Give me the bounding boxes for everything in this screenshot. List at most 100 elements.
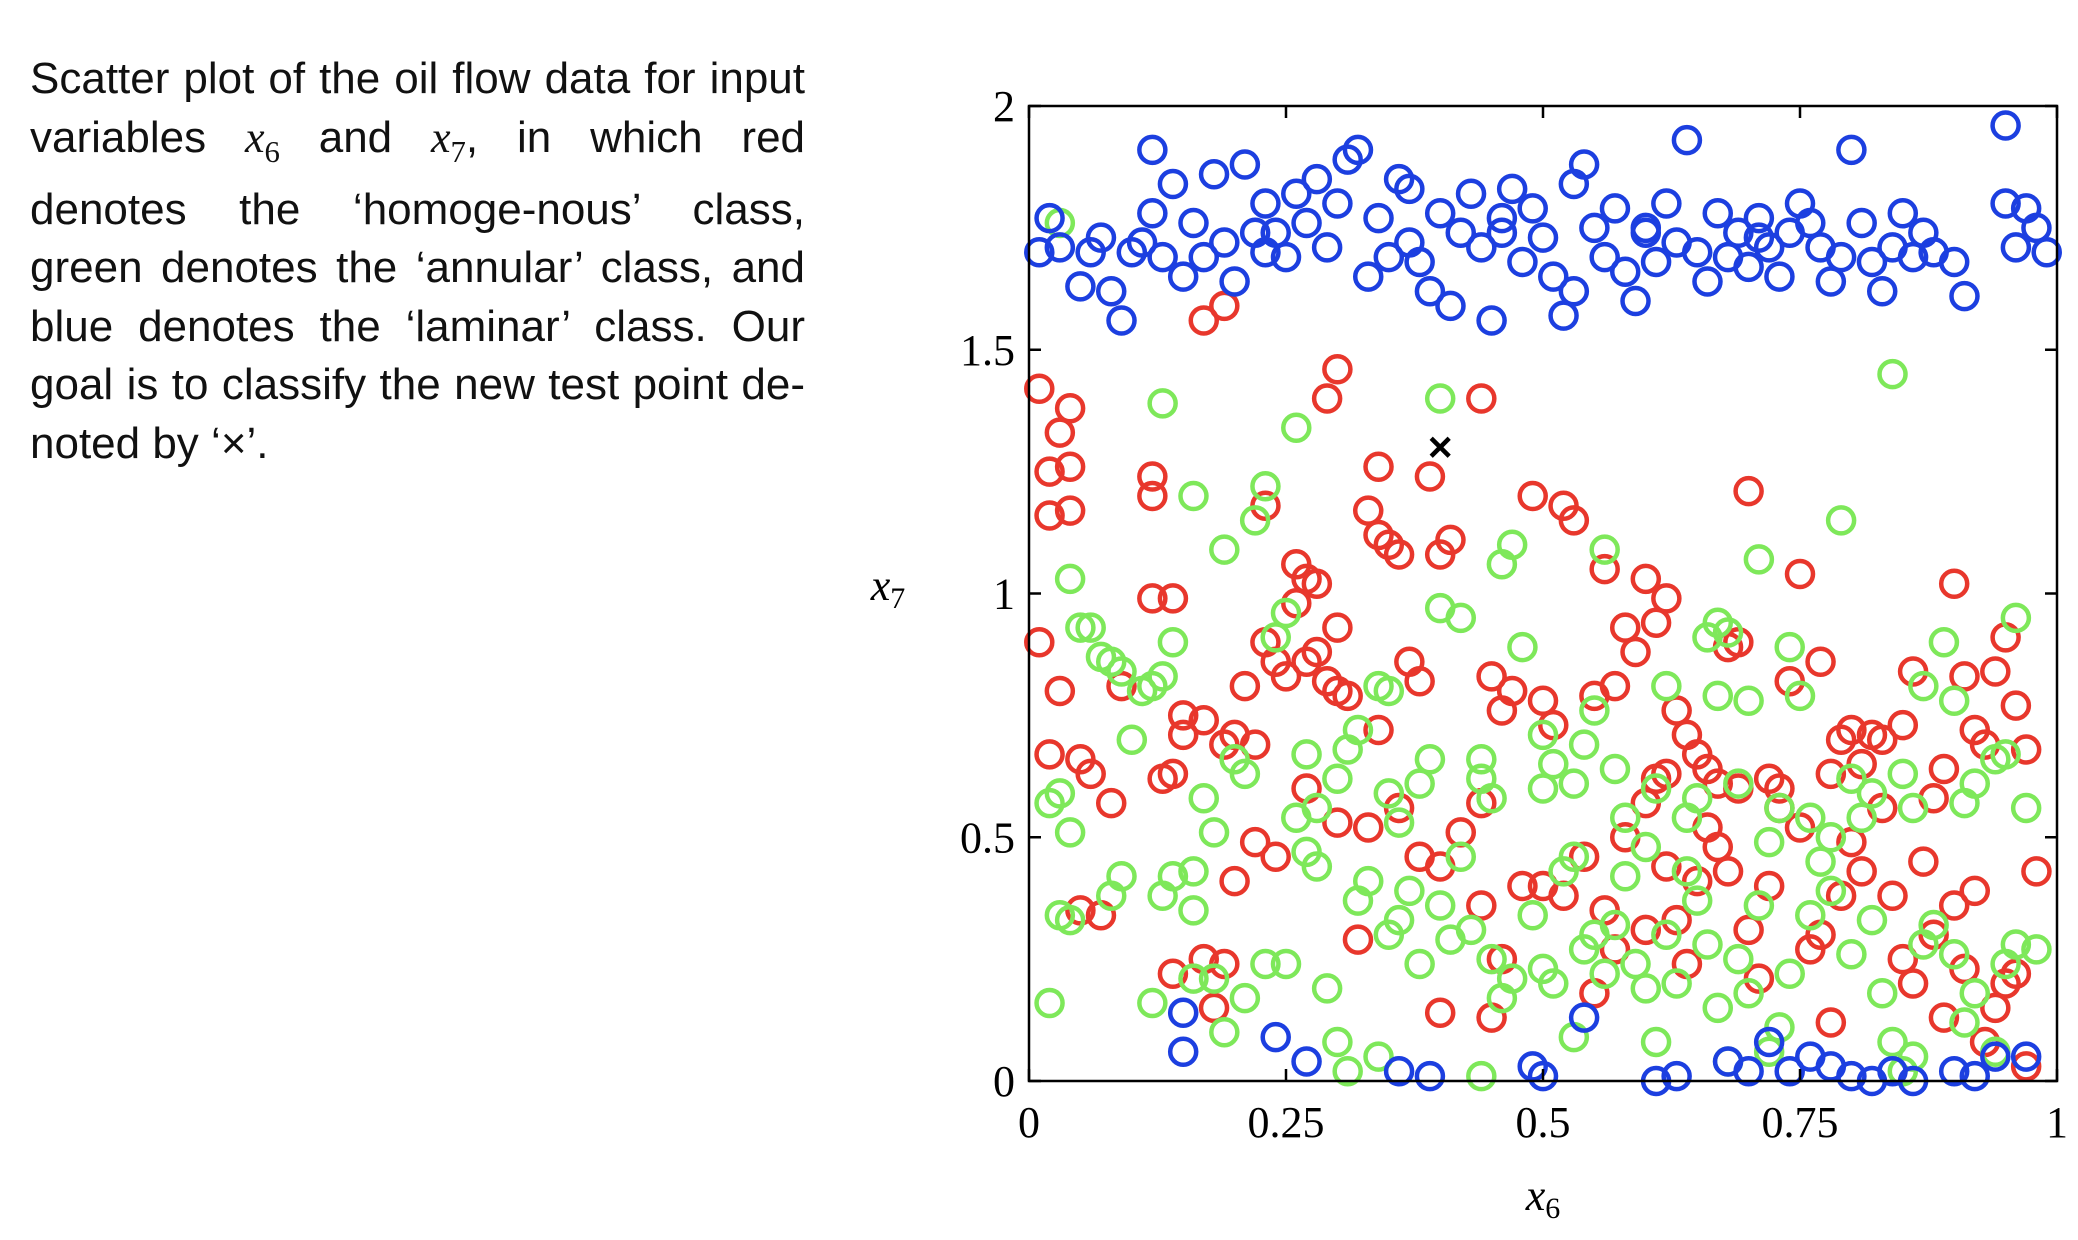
data-point [1445,817,1477,848]
data-point [1743,544,1775,575]
data-point [1723,768,1754,799]
data-point [1836,134,1867,166]
caption-math-x7: x7 [430,112,466,169]
data-point [1651,919,1682,950]
data-point [1764,773,1795,804]
data-point [1414,461,1446,492]
data-point [1753,1026,1785,1058]
data-point [1239,505,1271,536]
data-point [1836,714,1867,746]
data-point [2021,212,2052,244]
data-point [1568,1002,1600,1033]
data-point [1250,471,1281,502]
data-point [1157,861,1189,892]
data-point [1106,305,1137,336]
data-point [1260,622,1291,653]
data-point [1815,875,1847,907]
data-point [1661,695,1692,726]
data-point [1959,1060,1991,1092]
data-point [1219,266,1250,297]
data-point [1394,173,1425,205]
data-point [1065,612,1096,643]
data-point [1507,631,1538,663]
data-point [1239,826,1271,858]
data-point [1558,505,1590,536]
data-point [1383,904,1415,936]
data-point [1496,173,1528,205]
data-point [1980,656,2011,687]
data-point [1836,826,1867,858]
data-point [1322,188,1353,219]
data-point [1024,627,1055,658]
data-point [1106,656,1137,687]
data-point [1599,909,1631,941]
data-point [1671,856,1703,887]
data-point [1404,948,1435,980]
data-point [1291,739,1322,770]
data-point [1311,973,1343,1004]
data-point [1681,885,1713,916]
data-point [1723,217,1754,248]
data-point [1363,202,1394,234]
data-point [1897,241,1929,273]
data-point [1209,290,1240,322]
caption-symbol: × [220,418,247,468]
data-point [1496,675,1528,707]
data-point [1938,246,1970,278]
data-point [1753,1036,1785,1067]
data-point [1661,968,1692,999]
data-point [1517,193,1548,224]
data-point [1579,695,1610,726]
data-point [1167,719,1199,751]
data-point [1188,305,1220,336]
data-point [1394,875,1425,907]
data-point [1938,568,1970,599]
data-point [1620,285,1651,317]
data-point [1281,802,1312,833]
data-point [1229,670,1261,702]
data-point [2021,856,2052,887]
data-point [1795,802,1826,833]
data-point [1959,978,1991,1009]
data-point [1938,1056,1970,1087]
data-point [1558,841,1590,872]
data-point [1435,290,1466,322]
data-point [1630,914,1662,946]
data-point [1095,276,1127,307]
data-point [1250,948,1281,980]
data-point [1126,227,1158,258]
data-point [1651,188,1682,219]
data-point [1034,987,1065,1019]
data-point [1311,232,1343,263]
data-point [1733,914,1764,946]
data-point [1414,744,1446,775]
data-point [1866,276,1898,307]
data-point [1270,948,1302,980]
data-point [1887,198,1919,229]
data-point [1815,266,1847,297]
data-point [1743,890,1775,921]
data-point [1527,222,1559,253]
data-point [1733,685,1764,716]
data-point [1527,685,1559,716]
data-point [1137,461,1168,492]
data-point [1795,900,1826,931]
data-point [1445,217,1477,248]
data-point [1949,280,1980,312]
data-point [1928,627,1960,658]
data-point [1589,534,1620,565]
data-point [1651,670,1682,702]
data-point [1836,939,1867,970]
data-point [1723,943,1754,975]
data-point [1959,768,1991,799]
data-point [1054,563,1086,595]
data-point [1846,802,1877,833]
data-point [1466,890,1497,921]
data-point [1507,870,1538,902]
data-point [2031,237,2062,268]
data-point [1846,856,1877,887]
data-point [1733,251,1764,283]
data-point [1198,963,1230,994]
y-tick-label: 2 [993,82,1015,131]
data-point [1918,909,1949,941]
